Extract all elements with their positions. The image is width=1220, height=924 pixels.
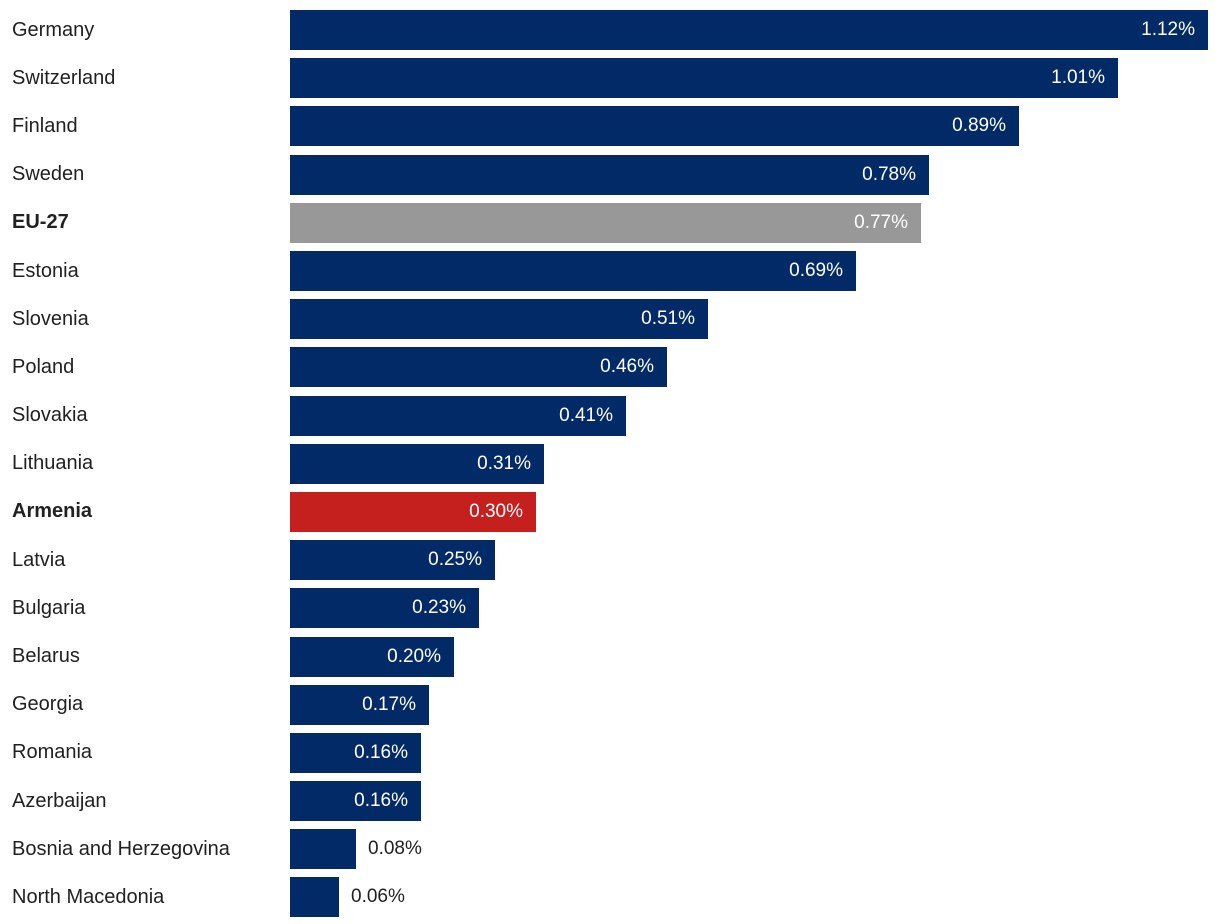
chart-row: Lithuania 0.31% [12, 440, 1220, 488]
category-label: Slovenia [12, 307, 89, 330]
bar: 1.12% [290, 10, 1208, 51]
bar: 0.69% [290, 251, 856, 292]
bar: 0.89% [290, 106, 1019, 147]
bar: 0.25% [290, 540, 495, 581]
bar-track: 0.89% [290, 106, 1220, 147]
value-label-inside: 0.46% [600, 356, 654, 378]
bar: 0.78% [290, 154, 929, 195]
bar-track: 0.06% [290, 877, 1220, 918]
category-label: Finland [12, 114, 78, 137]
chart-row: Azerbaijan 0.16% [12, 777, 1220, 825]
value-label-inside: 0.69% [789, 260, 843, 282]
category-label: Switzerland [12, 66, 116, 89]
category-label: Romania [12, 741, 93, 764]
value-label-inside: 0.31% [477, 452, 531, 474]
bar-track: 0.23% [290, 588, 1220, 629]
value-label-inside: 0.17% [362, 693, 416, 715]
value-label-outside: 0.08% [368, 838, 422, 860]
bar-track: 0.46% [290, 347, 1220, 388]
chart-row: Belarus 0.20% [12, 632, 1220, 680]
category-label: Georgia [12, 693, 84, 716]
bar: 0.17% [290, 684, 429, 725]
value-label-inside: 0.20% [387, 645, 441, 667]
bar-track: 0.77% [290, 202, 1220, 243]
category-label: Bosnia and Herzegovina [12, 837, 230, 860]
bar-track: 0.69% [290, 251, 1220, 292]
bar [290, 877, 339, 918]
chart-row: Estonia 0.69% [12, 247, 1220, 295]
bar: 0.31% [290, 443, 544, 484]
bar-track: 0.41% [290, 395, 1220, 436]
value-label-inside: 0.23% [412, 597, 466, 619]
value-label-inside: 0.89% [952, 115, 1006, 137]
chart-row: Romania 0.16% [12, 729, 1220, 777]
bar-track: 0.16% [290, 781, 1220, 822]
chart-row: Slovakia 0.41% [12, 392, 1220, 440]
chart-row: Poland 0.46% [12, 343, 1220, 391]
category-label: North Macedonia [12, 885, 165, 908]
chart-row: EU-27 0.77% [12, 199, 1220, 247]
bar: 0.16% [290, 732, 421, 773]
bar-track: 0.25% [290, 540, 1220, 581]
bar-track: 0.30% [290, 491, 1220, 532]
chart-row: Sweden 0.78% [12, 151, 1220, 199]
value-label-inside: 0.30% [469, 500, 523, 522]
bar-track: 0.51% [290, 299, 1220, 340]
category-label: Latvia [12, 548, 66, 571]
bar-track: 0.08% [290, 829, 1220, 870]
bar-track: 0.16% [290, 732, 1220, 773]
chart-row: Georgia 0.17% [12, 681, 1220, 729]
bar-track: 0.20% [290, 636, 1220, 677]
bar-track: 0.17% [290, 684, 1220, 725]
bar: 0.46% [290, 347, 667, 388]
value-label-inside: 0.78% [862, 163, 916, 185]
category-label: Slovakia [12, 404, 88, 427]
chart-row: Bosnia and Herzegovina 0.08% [12, 825, 1220, 873]
chart-row: Germany 1.12% [12, 6, 1220, 54]
category-label: Belarus [12, 645, 80, 668]
bar-track: 0.31% [290, 443, 1220, 484]
value-label-inside: 0.16% [354, 790, 408, 812]
value-label-inside: 0.16% [354, 741, 408, 763]
chart-row: Slovenia 0.51% [12, 295, 1220, 343]
value-label-inside: 0.77% [854, 211, 908, 233]
value-label-inside: 0.25% [428, 549, 482, 571]
category-label: Lithuania [12, 452, 94, 475]
bar: 0.20% [290, 636, 454, 677]
bar: 1.01% [290, 58, 1118, 99]
value-label-inside: 0.51% [641, 308, 695, 330]
chart-row: Switzerland 1.01% [12, 54, 1220, 102]
bar: 0.16% [290, 781, 421, 822]
category-label: Azerbaijan [12, 789, 107, 812]
value-label-inside: 0.41% [559, 404, 613, 426]
bar: 0.30% [290, 491, 536, 532]
category-label: Armenia [12, 500, 93, 523]
bar-track: 1.12% [290, 10, 1220, 51]
chart-row: North Macedonia 0.06% [12, 873, 1220, 921]
bar-track: 1.01% [290, 58, 1220, 99]
value-label-inside: 1.12% [1141, 19, 1195, 41]
category-label: Sweden [12, 163, 85, 186]
bar: 0.51% [290, 299, 708, 340]
value-label-inside: 1.01% [1051, 67, 1105, 89]
bar-track: 0.78% [290, 154, 1220, 195]
chart-row: Finland 0.89% [12, 102, 1220, 150]
chart-row: Latvia 0.25% [12, 536, 1220, 584]
chart-row: Armenia 0.30% [12, 488, 1220, 536]
chart-row: Bulgaria 0.23% [12, 584, 1220, 632]
category-label: Germany [12, 18, 95, 41]
bar: 0.23% [290, 588, 479, 629]
category-label: Bulgaria [12, 596, 86, 619]
value-label-outside: 0.06% [351, 886, 405, 908]
bar [290, 829, 356, 870]
category-label: Estonia [12, 259, 79, 282]
category-label: EU-27 [12, 211, 69, 234]
category-label: Poland [12, 355, 75, 378]
bar: 0.77% [290, 202, 921, 243]
bar: 0.41% [290, 395, 626, 436]
